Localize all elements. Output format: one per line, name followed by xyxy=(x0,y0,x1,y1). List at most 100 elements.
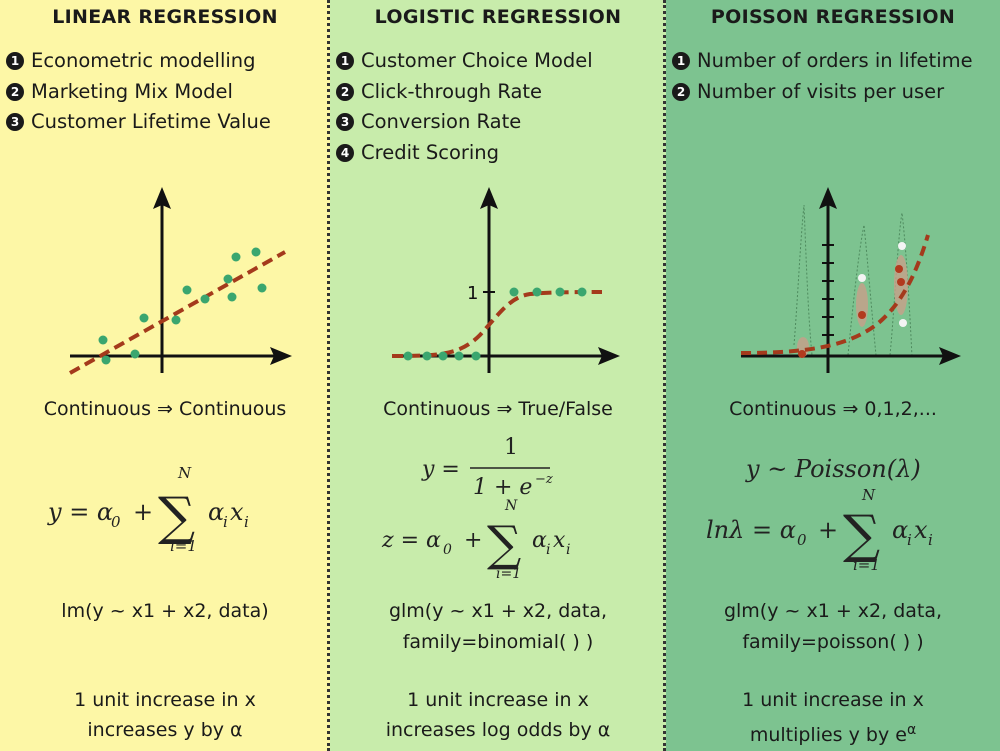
data-point xyxy=(798,350,806,358)
interpretation-line-with-exponent: multiplies y by eα xyxy=(666,715,1000,750)
data-point xyxy=(200,294,210,304)
exponential-mean-curve xyxy=(740,234,930,355)
panel-divider xyxy=(327,0,330,751)
observed-points xyxy=(798,265,905,358)
panel-divider xyxy=(663,0,666,751)
sum-upper-limit: N xyxy=(504,498,518,514)
distribution-statement: y ~ Poisson(λ) xyxy=(745,455,921,483)
number-badge: 4 xyxy=(336,143,354,162)
data-point xyxy=(899,319,907,327)
input-output-mapping: Continuous ⇒ 0,1,2,... xyxy=(729,398,937,420)
data-point xyxy=(223,274,233,284)
use-case-label: Customer Choice Model xyxy=(361,49,593,73)
data-point xyxy=(858,274,866,282)
poisson-regression-panel: POISSON REGRESSION 1 Number of orders in … xyxy=(666,0,1000,751)
use-case-label: Credit Scoring xyxy=(361,140,500,164)
use-case-label: Marketing Mix Model xyxy=(31,79,233,103)
data-point xyxy=(257,283,267,293)
use-case-list: 1 Number of orders in lifetime 2 Number of… xyxy=(672,46,973,107)
data-points xyxy=(98,247,267,365)
sigmoid-lhs: y = xyxy=(421,457,460,482)
data-point xyxy=(98,335,108,345)
list-item: 3 Customer Lifetime Value xyxy=(6,107,271,138)
code-line: lm(y ~ x1 + x2, data) xyxy=(61,600,269,622)
formula-plus: + xyxy=(464,528,482,553)
data-point xyxy=(897,278,905,286)
formula-variable: x xyxy=(230,498,244,526)
x-axis-arrowhead xyxy=(939,347,961,365)
number-badge: 2 xyxy=(6,82,24,101)
number-badge: 2 xyxy=(672,82,690,101)
y-axis-ticks xyxy=(822,244,834,336)
sum-lower-limit: i=1 xyxy=(170,537,197,555)
formula-subscript: i xyxy=(546,542,550,558)
sum-symbol: ∑ xyxy=(843,505,880,565)
panel-title: LINEAR REGRESSION xyxy=(52,6,278,28)
number-badge: 1 xyxy=(6,52,24,71)
number-badge: 1 xyxy=(672,52,690,71)
sum-symbol: ∑ xyxy=(487,516,521,572)
white-points xyxy=(858,242,907,327)
formula-plus: + xyxy=(818,516,838,544)
number-badge: 3 xyxy=(336,113,354,132)
input-output-mapping: Continuous ⇒ True/False xyxy=(383,398,613,420)
use-case-list: 1 Customer Choice Model 2 Click-through Ra… xyxy=(336,46,593,168)
formula-subscript: i xyxy=(244,513,249,531)
x-axis-arrowhead xyxy=(270,347,292,365)
formula-lhs: lnλ = α xyxy=(706,516,796,544)
code-line: family=binomial( ) ) xyxy=(402,631,594,653)
interpretation-line: 1 unit increase in x xyxy=(407,689,589,711)
use-case-label: Click-through Rate xyxy=(361,79,543,103)
formula-coefficient: α xyxy=(532,528,547,553)
formula-subscript: i xyxy=(907,531,912,549)
poisson-plot xyxy=(740,187,961,373)
formula-lhs: z = α xyxy=(381,528,441,553)
interpretation-line: 1 unit increase in x xyxy=(74,689,256,711)
interpretation: 1 unit increase in x increases y by α xyxy=(0,685,330,745)
data-point xyxy=(438,351,448,361)
data-point xyxy=(231,252,241,262)
code-line: glm(y ~ x1 + x2, data, xyxy=(723,600,943,622)
input-output-mapping: Continuous ⇒ Continuous xyxy=(43,398,287,420)
exponent-alpha: α xyxy=(906,722,917,738)
data-point xyxy=(895,265,903,273)
data-point xyxy=(101,355,111,365)
list-item: 1 Econometric modelling xyxy=(6,46,271,77)
distribution-curve xyxy=(847,224,877,356)
panel-title: POISSON REGRESSION xyxy=(710,6,956,28)
r-code: glm(y ~ x1 + x2, data, family=poisson( )… xyxy=(666,596,1000,658)
list-item: 1 Number of orders in lifetime xyxy=(672,46,973,77)
data-point xyxy=(454,351,464,361)
data-point xyxy=(471,351,481,361)
formula-plus: + xyxy=(133,498,153,526)
x-axis-arrowhead xyxy=(598,347,620,365)
data-point xyxy=(577,287,587,297)
sum-lower-limit: i=1 xyxy=(853,556,880,574)
data-point xyxy=(555,287,565,297)
code-line: glm(y ~ x1 + x2, data, xyxy=(388,600,608,622)
distribution-curve xyxy=(793,204,813,356)
linear-plot xyxy=(69,187,292,375)
exponent: −z xyxy=(535,472,553,487)
data-point xyxy=(171,315,181,325)
data-points xyxy=(403,287,587,361)
formula-coefficient: α xyxy=(892,516,908,544)
data-point xyxy=(139,313,149,323)
formula-subscript: 0 xyxy=(797,531,807,549)
use-case-label: Conversion Rate xyxy=(361,110,522,134)
number-badge: 2 xyxy=(336,82,354,101)
panel-title: LOGISTIC REGRESSION xyxy=(374,6,622,28)
formula-variable: x xyxy=(914,516,928,544)
distribution-blob xyxy=(856,283,868,327)
number-badge: 1 xyxy=(336,52,354,71)
list-item: 2 Number of visits per user xyxy=(672,77,973,108)
code-line: family=poisson( ) ) xyxy=(742,631,924,653)
list-item: 2 Click-through Rate xyxy=(336,77,593,108)
formula-coefficient: α xyxy=(208,498,224,526)
r-code: glm(y ~ x1 + x2, data, family=binomial( … xyxy=(330,596,666,658)
data-point xyxy=(898,242,906,250)
interpretation-line: 1 unit increase in x xyxy=(742,689,924,711)
list-item: 4 Credit Scoring xyxy=(336,138,593,169)
list-item: 3 Conversion Rate xyxy=(336,107,593,138)
y-axis-arrowhead xyxy=(819,187,837,209)
